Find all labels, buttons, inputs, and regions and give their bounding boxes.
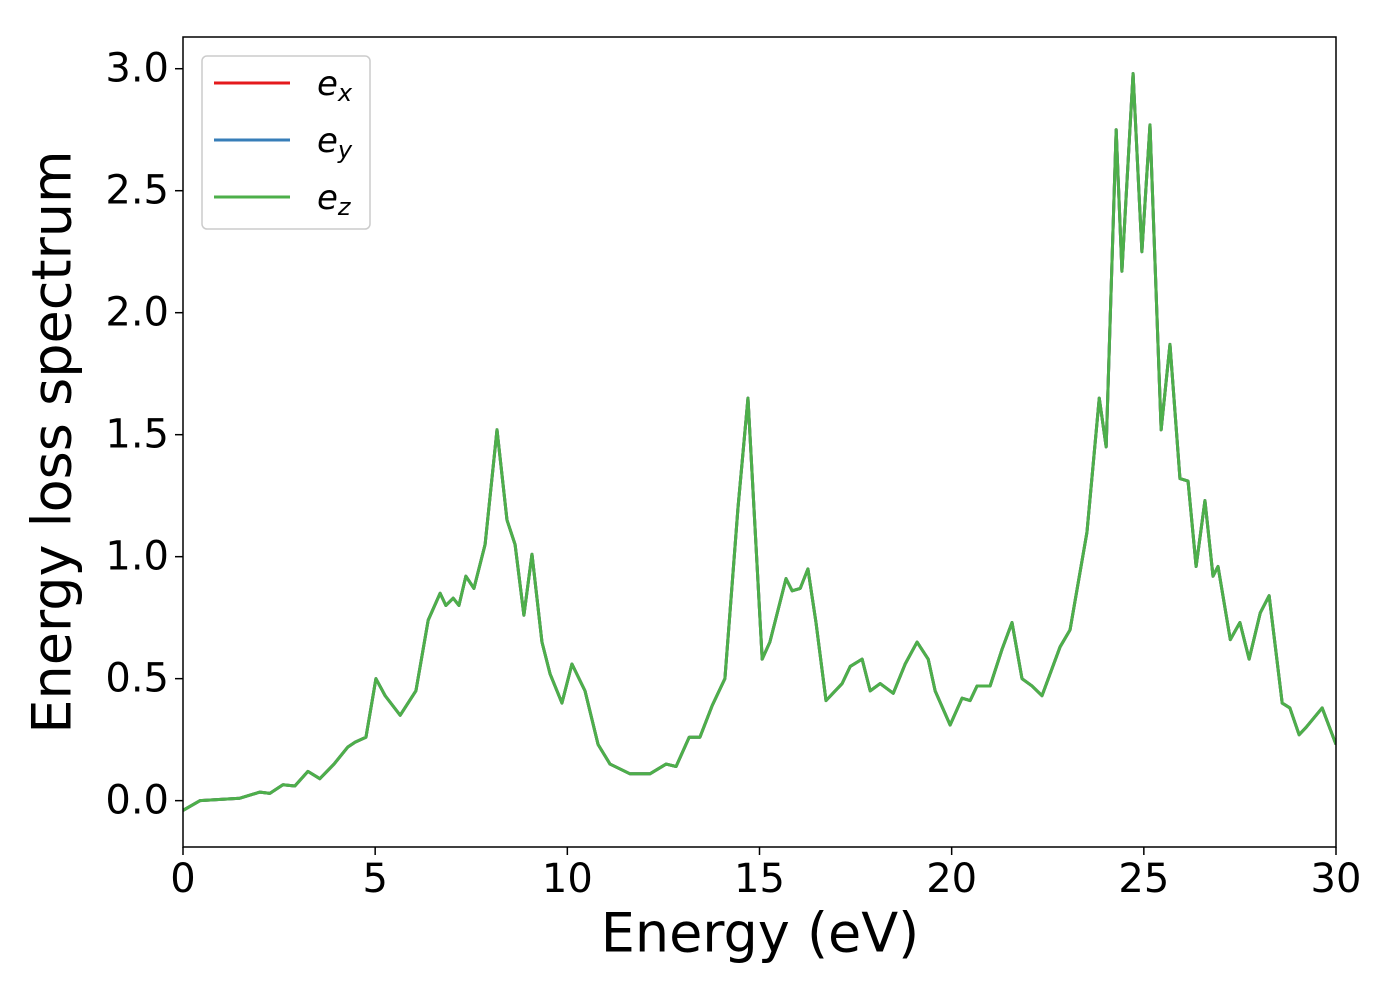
- legend-label: ex: [317, 64, 353, 108]
- y-tick-label: 1.0: [105, 534, 169, 580]
- x-axis-label: Energy (eV): [601, 902, 920, 965]
- plot-frame: [182, 36, 1337, 848]
- x-tick-label: 0: [170, 856, 195, 902]
- x-tick-label: 30: [1311, 856, 1362, 902]
- y-tick-label: 3.0: [105, 46, 169, 92]
- series-line: [183, 72, 1336, 812]
- y-tick-label: 1.5: [105, 412, 169, 458]
- x-tick-label: 5: [362, 856, 387, 902]
- y-tick-label: 0.0: [105, 778, 169, 824]
- y-tick-label: 0.5: [105, 656, 169, 702]
- legend-label: ey: [317, 121, 353, 165]
- legend-box: [201, 55, 371, 230]
- y-axis-label: Energy loss spectrum: [21, 150, 84, 733]
- x-tick-label: 10: [542, 856, 593, 902]
- legend-label: ez: [317, 178, 352, 222]
- y-tick-label: 2.5: [105, 168, 169, 214]
- x-tick-label: 20: [926, 856, 977, 902]
- x-tick-label: 15: [734, 856, 785, 902]
- x-tick-label: 25: [1118, 856, 1169, 902]
- y-tick-label: 2.0: [105, 290, 169, 336]
